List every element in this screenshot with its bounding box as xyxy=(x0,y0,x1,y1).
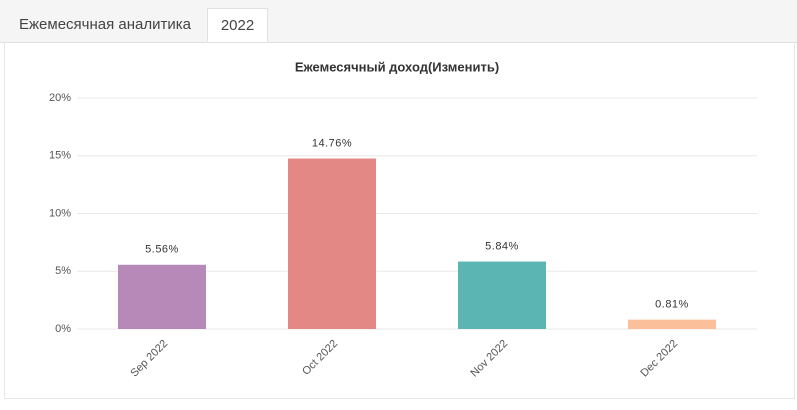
bar xyxy=(458,261,546,329)
chart-title: Ежемесячный доход(Изменить) xyxy=(295,59,499,74)
y-tick-label: 15% xyxy=(49,150,71,162)
value-label: 14.76% xyxy=(312,137,352,149)
x-tick-label: Nov 2022 xyxy=(468,338,510,380)
tab-active[interactable]: 2022 xyxy=(207,8,268,42)
y-tick-label: 20% xyxy=(49,92,71,104)
bar xyxy=(118,264,206,329)
y-tick-label: 10% xyxy=(49,207,71,219)
value-label: 5.56% xyxy=(145,244,179,256)
y-tick-label: 5% xyxy=(55,265,71,277)
x-tick-label: Oct 2022 xyxy=(300,338,340,378)
x-tick-label: Sep 2022 xyxy=(128,338,170,380)
value-label: 5.84% xyxy=(485,240,519,252)
x-tick-label: Dec 2022 xyxy=(638,338,680,380)
tab-bar: Ежемесячная аналитика 2022 xyxy=(0,0,797,43)
y-tick-label: 0% xyxy=(55,323,71,335)
value-label: 0.81% xyxy=(655,299,689,311)
bar xyxy=(628,319,716,329)
bar xyxy=(288,158,376,329)
tab[interactable]: Ежемесячная аналитика xyxy=(19,16,191,33)
panel xyxy=(4,42,795,399)
